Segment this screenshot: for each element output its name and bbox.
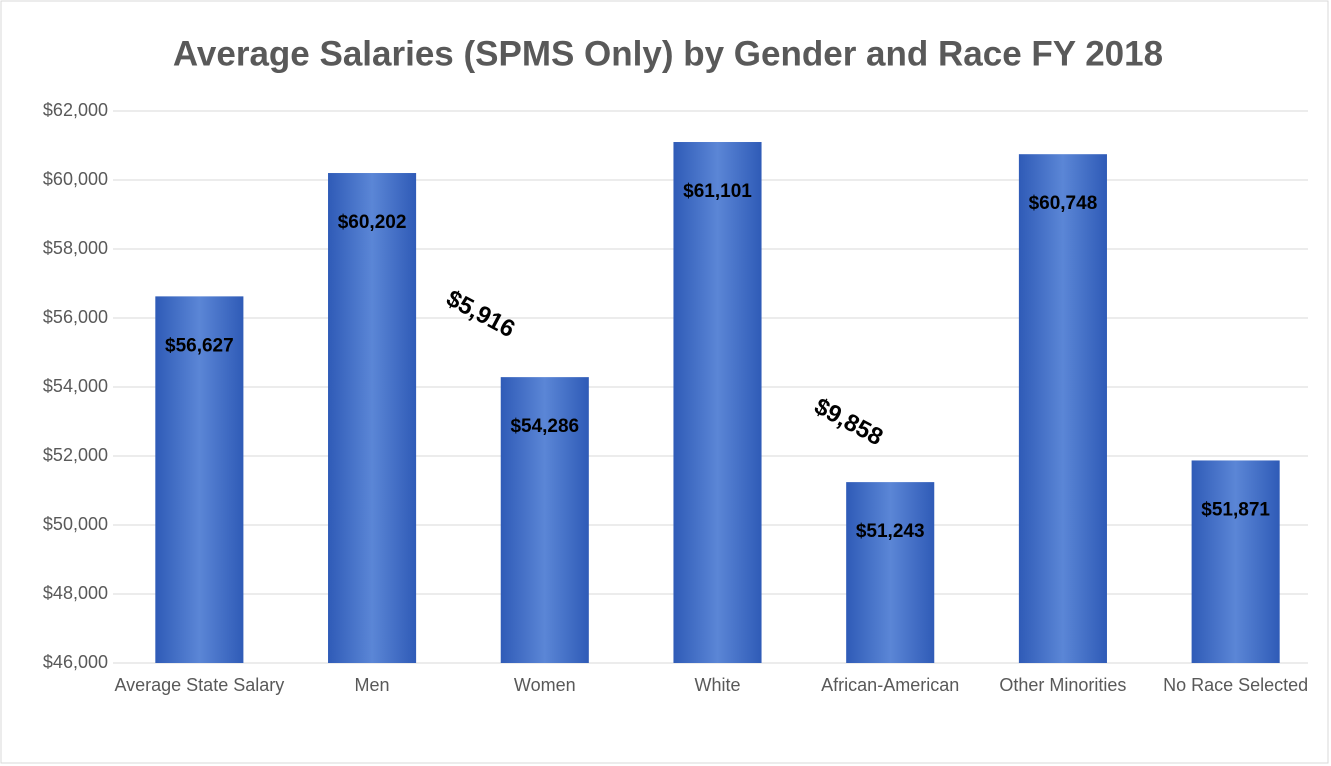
bar bbox=[673, 142, 762, 663]
x-tick-label: No Race Selected bbox=[1163, 675, 1309, 695]
data-label: $61,101 bbox=[683, 181, 752, 202]
x-tick-label: African-American bbox=[821, 675, 960, 695]
bar bbox=[328, 173, 417, 663]
bar bbox=[1018, 154, 1107, 663]
y-tick-label: $48,000 bbox=[43, 583, 108, 603]
x-tick-label: Average State Salary bbox=[114, 675, 285, 695]
bar bbox=[500, 377, 589, 663]
bar bbox=[1191, 460, 1280, 663]
data-label: $51,871 bbox=[1201, 499, 1270, 520]
data-label: $60,202 bbox=[338, 212, 407, 233]
y-tick-label: $54,000 bbox=[43, 376, 108, 396]
y-tick-label: $50,000 bbox=[43, 514, 108, 534]
data-label: $56,627 bbox=[165, 335, 234, 356]
data-label: $54,286 bbox=[510, 416, 579, 437]
y-tick-label: $56,000 bbox=[43, 307, 108, 327]
bar bbox=[846, 482, 935, 663]
y-tick-label: $58,000 bbox=[43, 238, 108, 258]
y-tick-label: $60,000 bbox=[43, 169, 108, 189]
bar bbox=[155, 296, 244, 663]
y-tick-label: $46,000 bbox=[43, 652, 108, 672]
data-label: $60,748 bbox=[1029, 193, 1098, 214]
x-tick-label: Women bbox=[513, 675, 576, 695]
x-tick-label: Men bbox=[354, 675, 390, 695]
y-tick-label: $62,000 bbox=[43, 100, 108, 120]
chart-title: Average Salaries (SPMS Only) by Gender a… bbox=[173, 34, 1163, 73]
x-tick-label: Other Minorities bbox=[999, 675, 1127, 695]
y-tick-label: $52,000 bbox=[43, 445, 108, 465]
x-tick-label: White bbox=[694, 675, 741, 695]
data-label: $51,243 bbox=[856, 521, 925, 542]
